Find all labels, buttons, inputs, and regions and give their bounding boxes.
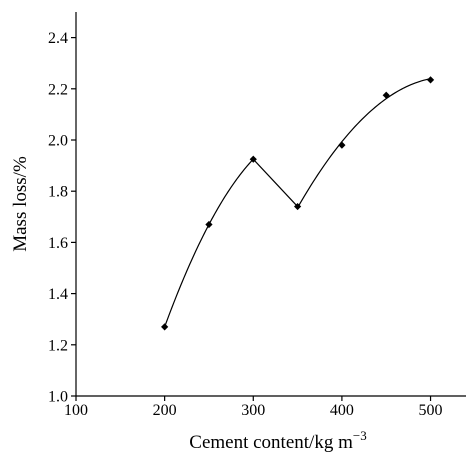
- data-point: [161, 323, 169, 331]
- x-tick-label: 200: [153, 402, 177, 419]
- y-tick-label: 1.4: [48, 286, 68, 303]
- data-markers: [161, 76, 435, 331]
- data-point: [205, 220, 213, 229]
- data-point: [338, 141, 346, 149]
- data-point: [382, 91, 390, 99]
- x-axis-title: Cement content/kg m−3: [189, 428, 366, 453]
- connector-line: [252, 158, 299, 207]
- x-ticks: 100 200 300 400 500: [64, 396, 443, 419]
- y-axis-title: Mass loss/%: [10, 156, 31, 252]
- y-tick-label: 1.0: [48, 389, 68, 406]
- fitted-curves: [164, 78, 431, 328]
- y-tick-label: 2.0: [48, 133, 68, 150]
- plot-area: 100 200 300 400 500 1.0 1.2 1.4 1.6 1.8 2.0 2.2 2.4: [48, 12, 466, 419]
- y-tick-label: 1.8: [48, 184, 68, 201]
- y-tick-label: 2.2: [48, 81, 68, 98]
- data-point: [293, 202, 302, 211]
- data-point: [249, 155, 257, 163]
- x-tick-label: 400: [330, 402, 354, 419]
- x-tick-label: 500: [419, 402, 443, 419]
- fit-curve-right: [297, 78, 431, 209]
- y-tick-label: 1.2: [48, 337, 68, 354]
- fit-curve-left: [164, 158, 254, 328]
- x-tick-label: 300: [241, 402, 265, 419]
- y-tick-label: 1.6: [48, 235, 68, 252]
- x-tick-label: 100: [64, 402, 88, 419]
- x-axis-title-superscript: −3: [353, 428, 367, 443]
- data-point: [426, 76, 435, 84]
- y-ticks: 1.0 1.2 1.4 1.6 1.8 2.0 2.2 2.4: [48, 30, 76, 406]
- y-tick-label: 2.4: [48, 30, 68, 47]
